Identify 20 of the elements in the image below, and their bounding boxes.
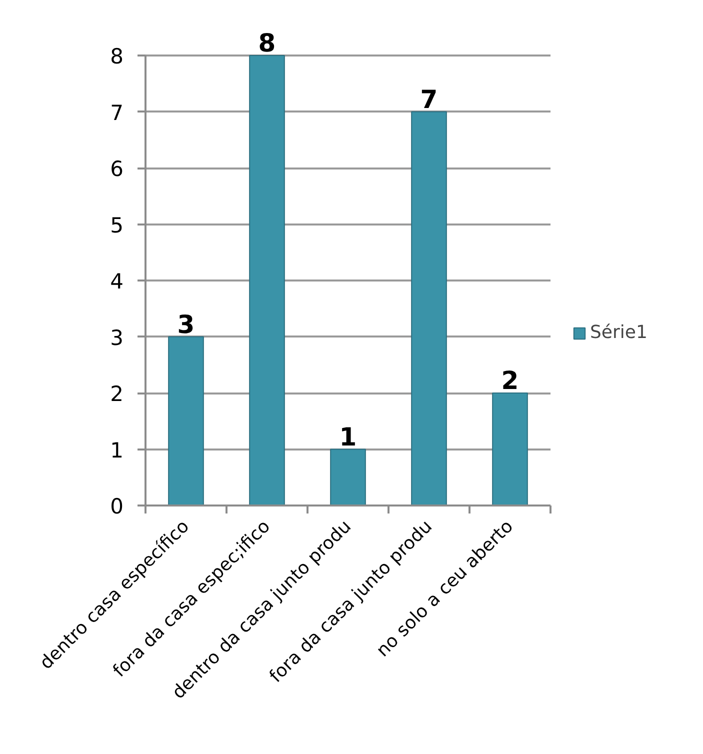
y-tick-label: 0 [110, 494, 124, 518]
y-tick-label: 3 [110, 326, 124, 350]
y-tick-label: 5 [110, 213, 124, 238]
legend-label: Série1 [590, 322, 648, 343]
bar [411, 111, 447, 506]
y-tick-label: 4 [110, 270, 124, 294]
y-tick-label: 2 [110, 382, 124, 406]
bar [492, 392, 528, 506]
data-label: 7 [420, 84, 438, 114]
y-tick-label: 7 [110, 100, 124, 125]
y-tick-label: 6 [110, 157, 124, 181]
data-label: 1 [339, 422, 357, 452]
bar [330, 448, 366, 506]
data-label: 3 [177, 310, 195, 339]
y-tick-label: 8 [110, 44, 124, 68]
data-label: 2 [501, 366, 519, 395]
data-label: 8 [258, 28, 276, 58]
y-tick-label: 1 [110, 438, 124, 462]
bar [168, 336, 204, 506]
bar [249, 55, 285, 506]
